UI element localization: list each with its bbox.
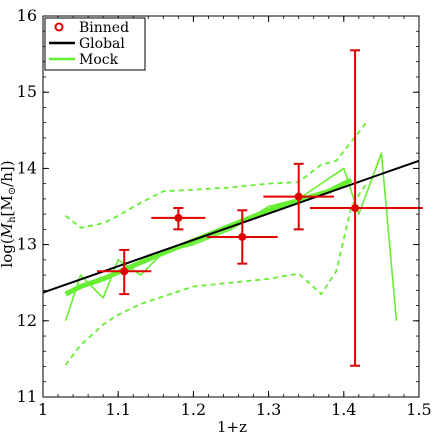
y-tick-label: 12 [17,311,37,330]
y-tick-label: 15 [17,82,37,101]
mock-upper-dashed-line [64,122,368,229]
binned-point [351,204,360,213]
x-tick-label: 1.1 [105,400,130,419]
legend-marker-binned [54,22,64,32]
binned-point [174,213,183,222]
legend-label: Mock [79,52,119,68]
legend-label: Binned [79,20,129,36]
y-tick-label: 13 [17,235,37,254]
x-tick-label: 1.2 [181,400,206,419]
tick-labels: 1 1.1 1.2 1.3 1.4 1.5 11 12 13 14 15 16 [17,6,432,419]
x-axis-label: 1+z [217,418,247,436]
mock-spread-line [64,152,398,322]
y-tick-label: 16 [17,6,37,25]
legend-label: Global [79,36,125,52]
x-tick-label: 1.5 [406,400,431,419]
binned-point [238,232,247,241]
y-axis-label: log(Mh[M⊙/h]) [0,160,18,267]
mock-lower-dashed-line [64,183,368,366]
y-tick-label: 11 [17,387,37,406]
x-tick-label: 1.3 [256,400,281,419]
y-tick-label: 14 [17,158,37,177]
binned-point [120,267,129,276]
binned-point [294,192,303,201]
y-axis-label-group: log(Mh[M⊙/h]) [0,160,18,267]
x-tick-label: 1 [38,400,48,419]
plot-frame [42,15,420,398]
x-tick-label: 1.4 [331,400,356,419]
series-layer [42,49,423,367]
